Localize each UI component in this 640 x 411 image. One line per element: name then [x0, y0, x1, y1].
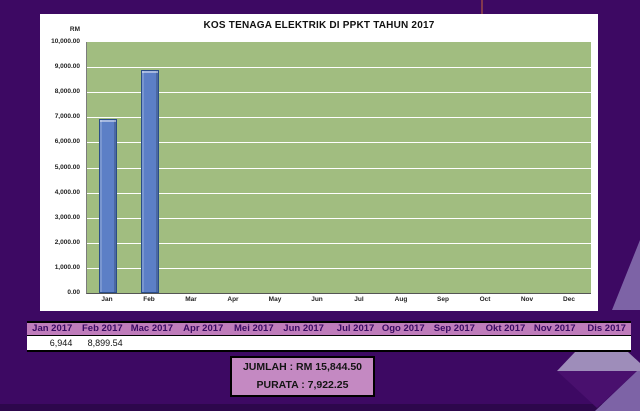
table-header-cell: Mei 2017	[234, 323, 274, 334]
x-axis-label: Jun	[311, 296, 323, 303]
y-tick-label: 4,000.00	[54, 188, 80, 196]
table-header-cell: Ogo 2017	[381, 323, 425, 334]
deco-bottom-right-triangle	[595, 371, 640, 411]
table-header-cell: Jun 2017	[283, 323, 324, 334]
gridline	[87, 267, 591, 269]
table-data-row: 6,944 8,899.54	[27, 336, 631, 350]
gridline	[87, 167, 591, 169]
month-table: Jan 2017 Feb 2017 Mac 2017 Apr 2017 Mei 2017…	[27, 321, 631, 352]
y-tick-label: 3,000.00	[54, 213, 80, 221]
table-header-cell: Mac 2017	[130, 323, 173, 334]
x-axis-label: Apr	[227, 296, 239, 303]
table-value-cell	[480, 336, 530, 350]
summary-jumlah: JUMLAH : RM 15,844.50	[242, 361, 363, 373]
y-tick-label: 5,000.00	[54, 163, 80, 171]
table-header-cell: Nov 2017	[533, 323, 576, 334]
y-tick-label: 0.00	[67, 289, 80, 296]
table-header-cell: Jul 2017	[336, 323, 375, 334]
table-value-cell	[279, 336, 329, 350]
y-tick-label: 10,000.00	[51, 38, 80, 45]
chart: KOS TENAGA ELEKTRIK DI PPKT TAHUN 2017 R…	[40, 14, 598, 311]
x-axis-labels: Jan Feb Mar Apr May Jun Jul Aug Sep Oct Nov Dec	[86, 296, 590, 303]
x-axis-label: Oct	[479, 296, 491, 303]
table-value-cell	[178, 336, 228, 350]
gridline	[87, 117, 591, 119]
bar-jan	[99, 119, 117, 293]
x-axis-label: Jul	[354, 296, 364, 303]
gridline	[87, 142, 591, 144]
plot-area	[86, 42, 591, 294]
table-value-cell	[430, 336, 480, 350]
y-tick-label: 1,000.00	[54, 263, 80, 271]
summary-purata: PURATA : 7,922.25	[256, 379, 349, 391]
corner-decoration	[557, 240, 640, 411]
y-axis-unit-label: RM	[69, 26, 80, 33]
gridline	[87, 242, 591, 244]
x-axis-label: Feb	[143, 296, 155, 303]
y-tick-label: 7,000.00	[54, 113, 80, 121]
deco-dark-diamond	[557, 371, 637, 408]
x-axis-label: Jan	[101, 296, 113, 303]
y-tick-label: 8,000.00	[54, 88, 80, 96]
table-value-cell: 6,944	[49, 338, 73, 348]
table-header-cell: Okt 2017	[485, 323, 526, 334]
table-value-cell	[128, 336, 178, 350]
bar-feb	[141, 70, 159, 293]
y-tick-label: 6,000.00	[54, 138, 80, 146]
table-value-cell	[379, 336, 429, 350]
table-value-cell	[329, 336, 379, 350]
table-header-cell: Dis 2017	[587, 323, 626, 334]
y-tick-label: 2,000.00	[54, 238, 80, 246]
gridline	[87, 92, 591, 94]
table-header-cell: Jan 2017	[32, 323, 73, 334]
deco-light-trapezoid	[557, 352, 640, 371]
gridline	[87, 217, 591, 219]
table-header-cell: Feb 2017	[81, 323, 123, 334]
table-header-cell: Sep 2017	[433, 323, 475, 334]
table-header-cell: Apr 2017	[183, 323, 224, 334]
x-axis-label: Nov	[520, 296, 534, 303]
bottom-accent-strip	[0, 404, 640, 411]
table-value-cell	[228, 336, 278, 350]
table-value-cell	[530, 336, 580, 350]
top-accent-line	[481, 0, 483, 14]
x-axis-label: May	[268, 296, 282, 303]
table-value-cell	[581, 336, 631, 350]
summary-box: JUMLAH : RM 15,844.50 PURATA : 7,922.25	[230, 356, 375, 397]
deco-right-edge-triangle	[612, 240, 640, 310]
gridline	[87, 67, 591, 69]
gridline	[87, 192, 591, 194]
x-axis-label: Sep	[437, 296, 449, 303]
x-axis-label: Aug	[394, 296, 408, 303]
table-value-cell: 8,899.54	[87, 338, 123, 348]
table-header-row: Jan 2017 Feb 2017 Mac 2017 Apr 2017 Mei 2017…	[27, 323, 631, 336]
y-tick-label: 9,000.00	[54, 63, 80, 71]
x-axis-label: Mar	[185, 296, 197, 303]
chart-title: KOS TENAGA ELEKTRIK DI PPKT TAHUN 2017	[203, 20, 435, 31]
x-axis-label: Dec	[563, 296, 575, 303]
